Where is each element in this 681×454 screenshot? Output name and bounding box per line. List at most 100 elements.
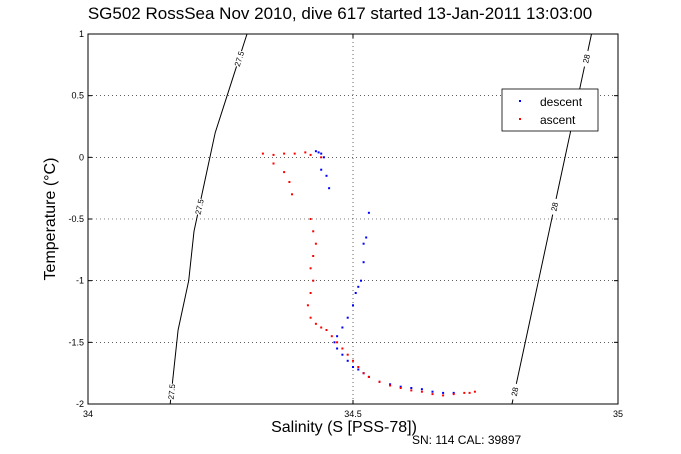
ascent-point [399, 387, 402, 389]
ascent-point [291, 193, 293, 196]
x-tick-label: 34 [83, 409, 93, 419]
ascent-point [309, 153, 312, 156]
descent-point [333, 341, 336, 344]
descent-point [320, 168, 323, 171]
descent-point [336, 335, 339, 338]
y-tick-label: -2 [76, 399, 84, 409]
ascent-point [330, 335, 333, 338]
contour-label-bg [547, 197, 561, 216]
descent-point [352, 304, 354, 307]
y-tick-label: -1.5 [68, 337, 84, 347]
ascent-point [261, 152, 264, 155]
ascent-point [357, 366, 360, 368]
descent-point [346, 359, 349, 362]
y-tick-label: 0 [79, 152, 84, 162]
isopycnal-line-27-5 [169, 33, 248, 405]
ascent-point [389, 384, 392, 387]
contour-label-bg [165, 383, 178, 401]
ascent-point [283, 171, 286, 174]
descent-point [362, 242, 365, 245]
ascent-point [314, 322, 317, 325]
ascent-point [309, 292, 312, 294]
ascent-point [452, 393, 455, 396]
ascent-point [312, 279, 315, 282]
descent-point [362, 261, 365, 264]
descent-point [320, 152, 323, 155]
data-points [261, 150, 476, 397]
ascent-point [309, 316, 312, 319]
contour-label: 27.5 [194, 198, 206, 216]
ascent-point [314, 242, 317, 245]
ascent-point [320, 326, 323, 329]
contour-label-bg [508, 382, 522, 401]
ascent-point [362, 372, 365, 375]
ascent-point [367, 375, 370, 378]
y-tick-label: 1 [79, 29, 84, 39]
descent-point [442, 391, 445, 394]
ascent-point [312, 255, 315, 257]
ascent-point [304, 151, 307, 154]
chart-title: SG502 RossSea Nov 2010, dive 617 started… [88, 4, 592, 23]
ascent-point [431, 393, 434, 396]
descent-point [314, 150, 317, 153]
legend: descent ascent [501, 88, 599, 132]
legend-label-ascent: ascent [540, 113, 576, 127]
descent-point [341, 353, 344, 356]
descent-point [317, 151, 320, 154]
descent-point [336, 347, 339, 350]
descent-point [431, 390, 434, 393]
ascent-point [309, 267, 312, 270]
ascent-point [320, 156, 323, 159]
contour-label-bg [231, 49, 247, 68]
ascent-point [272, 153, 275, 156]
ascent-point [468, 391, 471, 394]
descent-point [360, 279, 362, 282]
contour-label: 28 [550, 201, 561, 212]
ascent-point [442, 394, 445, 397]
descent-point [357, 285, 360, 288]
ascent-point [410, 389, 413, 392]
ascent-point [336, 341, 339, 344]
legend-marker-descent [519, 100, 521, 102]
ascent-point [309, 218, 312, 220]
descent-point [341, 326, 344, 329]
descent-point [420, 388, 423, 391]
descent-point [367, 211, 370, 214]
descent-point [452, 391, 455, 394]
descent-point [325, 174, 328, 177]
contour-label: 27.5 [167, 383, 178, 400]
descent-point [399, 385, 402, 388]
legend-label-descent: descent [540, 95, 583, 109]
descent-point [328, 187, 331, 190]
ascent-point [473, 390, 476, 393]
serial-cal-footer: SN: 114 CAL: 39897 [412, 433, 522, 447]
descent-point [346, 316, 349, 319]
descent-point [322, 156, 325, 159]
ascent-point [463, 391, 466, 394]
descent-point [365, 236, 368, 239]
ascent-point [346, 353, 349, 356]
contour-label-bg [579, 49, 593, 68]
contour-label-bg [192, 197, 206, 216]
ascent-point [312, 230, 315, 233]
ascent-point [378, 380, 381, 383]
y-axis-label: Temperature (°C) [42, 158, 59, 281]
ascent-point [352, 359, 354, 362]
y-tick-label: 0.5 [71, 91, 84, 101]
ascent-point [293, 152, 296, 155]
y-tick-label: -0.5 [68, 214, 84, 224]
legend-marker-ascent [519, 118, 521, 120]
ascent-point [288, 181, 291, 183]
contour-label: 28 [581, 53, 592, 64]
ascent-point [306, 304, 309, 307]
ascent-point [325, 329, 328, 331]
y-tick-label: -1 [76, 276, 84, 286]
x-axis-label: Salinity (S [PSS-78]) [271, 419, 417, 436]
x-tick-label: 35 [613, 409, 623, 419]
descent-point [389, 383, 392, 386]
legend-box [501, 88, 599, 132]
ascent-point [420, 390, 423, 393]
descent-point [354, 292, 357, 294]
ascent-point [341, 347, 344, 350]
